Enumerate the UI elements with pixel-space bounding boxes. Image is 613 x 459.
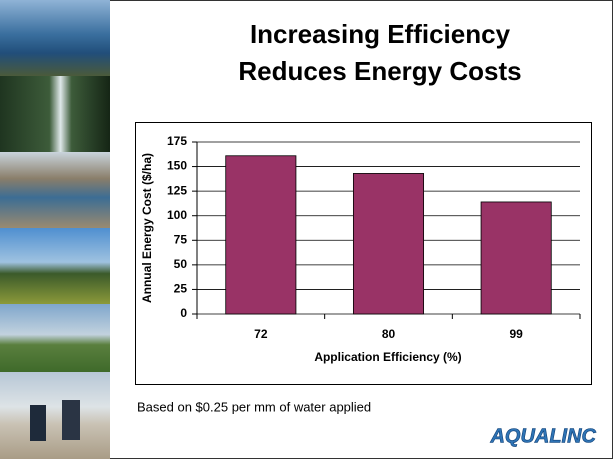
photo-pasture xyxy=(0,228,110,304)
photo-figure xyxy=(30,405,46,441)
bar xyxy=(481,202,551,314)
y-tick-label: 175 xyxy=(167,134,187,148)
y-tick-label: 75 xyxy=(174,232,188,246)
x-tick-label: 72 xyxy=(254,327,268,341)
y-tick-label: 50 xyxy=(174,257,188,271)
photo-waterfall xyxy=(0,76,110,152)
y-axis-label: Annual Energy Cost ($/ha) xyxy=(140,153,154,303)
y-tick-label: 100 xyxy=(167,208,187,222)
x-tick-label: 99 xyxy=(509,327,523,341)
y-tick-label: 25 xyxy=(174,282,188,296)
x-axis-label: Application Efficiency (%) xyxy=(314,350,461,364)
logo: AQUALINC xyxy=(489,425,596,447)
bar xyxy=(226,156,296,314)
slide-canvas: Increasing Efficiency Reduces Energy Cos… xyxy=(0,0,613,459)
x-tick-label: 80 xyxy=(382,327,396,341)
y-tick-label: 0 xyxy=(180,306,187,320)
photo-figure xyxy=(62,400,80,440)
y-tick-label: 150 xyxy=(167,159,187,173)
photo-valley xyxy=(0,152,110,228)
bar xyxy=(353,173,423,314)
slide-title: Reduces Energy Costs xyxy=(238,56,521,86)
photo-lake xyxy=(0,0,110,76)
slide-title: Increasing Efficiency xyxy=(250,19,511,49)
photo-shore xyxy=(0,304,110,372)
footnote: Based on $0.25 per mm of water applied xyxy=(137,399,371,414)
photo-beach xyxy=(0,372,110,459)
y-tick-label: 125 xyxy=(167,183,187,197)
slide: Increasing Efficiency Reduces Energy Cos… xyxy=(0,0,613,459)
